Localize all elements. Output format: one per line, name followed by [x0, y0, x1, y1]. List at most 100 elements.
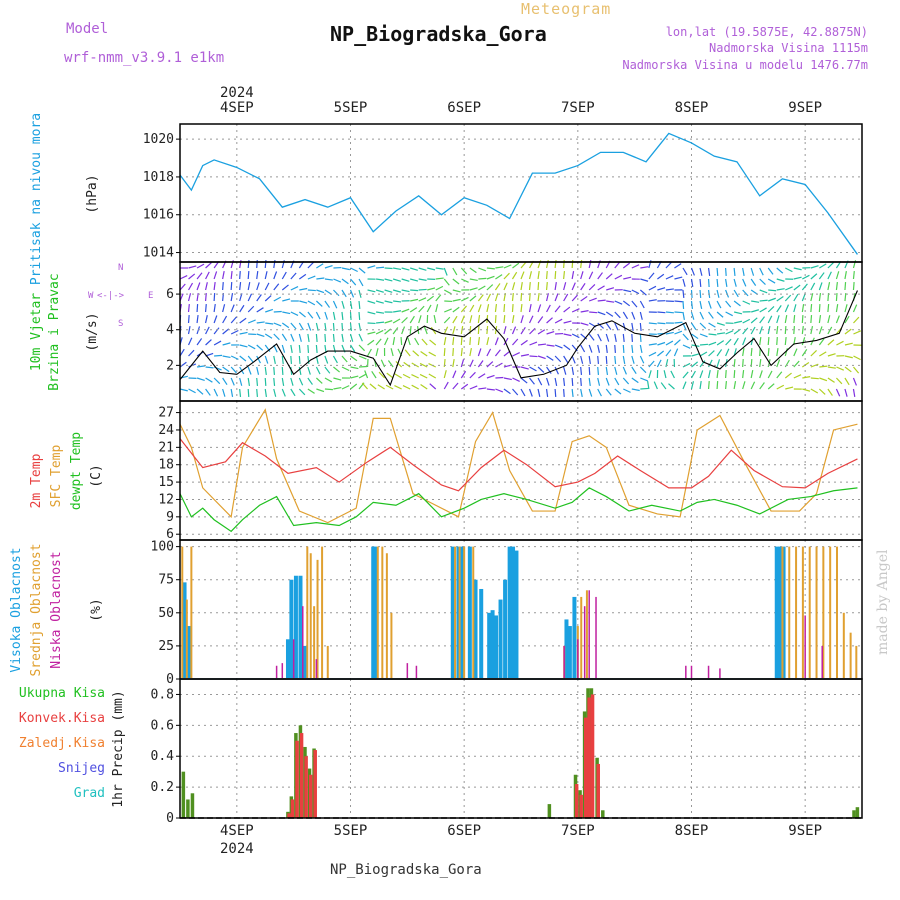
wind-vector [725, 330, 734, 335]
wind-vector [708, 341, 717, 346]
wind-vector [810, 388, 819, 394]
cloud-bar-0-9 [450, 546, 455, 678]
wind-vector [341, 333, 344, 342]
wind-vector [414, 337, 420, 346]
wind-vector [213, 315, 218, 324]
wind-vector [767, 306, 775, 313]
precip-bar-1-4 [304, 756, 308, 818]
wind-vector [349, 322, 352, 332]
mid-cloud-ylabel: Srednja Oblacnost [29, 543, 44, 676]
wind-vector [639, 322, 642, 332]
wind-vector [528, 315, 534, 324]
altitude-text: Nadmorska Visina 1115m [709, 41, 868, 55]
wind-vector [802, 376, 811, 379]
wind-vector [657, 273, 665, 280]
wind-vector [597, 299, 606, 302]
wind-vector [682, 311, 685, 320]
wind-vector [563, 320, 572, 324]
wind-vector [179, 275, 188, 280]
wind-vector [452, 267, 458, 276]
wind-vector [742, 369, 745, 379]
wind-vector [648, 322, 657, 325]
wind-vector [648, 299, 657, 302]
wind-vector [316, 388, 325, 393]
precip-bar-1-11 [590, 694, 595, 818]
wind-vector [281, 284, 289, 291]
wind-vector [247, 344, 256, 350]
wind-vector [443, 337, 447, 346]
wind-vector [665, 288, 674, 291]
wind-vector [452, 370, 457, 379]
wind-vector [648, 343, 657, 346]
cloud-bar-1-31 [849, 632, 852, 678]
bottom-date-label-5: 9SEP [788, 823, 822, 839]
wind-vector [222, 328, 230, 335]
wind-vector [639, 289, 647, 296]
wind-vector [708, 350, 715, 357]
cloud-bar-1-1 [185, 599, 188, 678]
wind-vector [818, 272, 825, 280]
cloud-ytick-label-2: 50 [158, 606, 174, 621]
wind-vector [402, 373, 411, 379]
cloud-bar-0-17 [493, 615, 498, 678]
cloud-bar-0-18 [498, 599, 503, 678]
wind-vector [273, 355, 276, 364]
wind-vector [699, 370, 704, 379]
wind-vector [597, 285, 605, 291]
wind-vector [443, 316, 451, 324]
wind-vector [435, 294, 442, 302]
wind-vector [819, 263, 827, 269]
wind-vector [205, 262, 212, 269]
wind-vector [222, 377, 228, 386]
wind-vector [358, 300, 361, 310]
wind-vector [452, 382, 459, 390]
wind-vector [776, 384, 785, 390]
wind-vector [512, 377, 520, 383]
wind-vector [239, 355, 247, 362]
cloud-bar-0-3 [289, 579, 294, 678]
cloud-bar-1-30 [842, 612, 845, 678]
compass-arrow-label: <-|-> [97, 291, 125, 301]
wind-vector [827, 377, 835, 383]
wind-vector [622, 262, 630, 269]
precip-legend-2: Zaledj.Kisa [19, 736, 105, 751]
wind-vector [494, 349, 501, 357]
wind-vector [298, 311, 306, 318]
wind-vector [256, 344, 264, 351]
wind-vector [571, 308, 580, 313]
wind-vector [315, 366, 321, 375]
wind-vector [597, 366, 600, 376]
wind-vector [751, 309, 760, 313]
wind-vector [537, 329, 546, 335]
compass-s-label: S [118, 319, 123, 329]
wind-vector [614, 311, 621, 319]
wind-vector [776, 296, 784, 302]
wind-vector [384, 328, 392, 335]
wind-vector [333, 366, 341, 373]
wind-vector [273, 283, 280, 291]
wind-vector [844, 292, 847, 302]
cloud-bar-2-8 [577, 639, 579, 678]
wind-vector [213, 271, 218, 280]
wind-vector [486, 348, 492, 357]
wind-vector [588, 297, 597, 302]
wind-vector [307, 300, 316, 306]
wind-vector [623, 388, 631, 393]
wind-vector [315, 322, 319, 331]
wind-vector [818, 314, 822, 324]
wind-vector [196, 272, 203, 280]
precip-bar-1-8 [579, 794, 583, 818]
wind-vector [367, 331, 376, 335]
wind-vector [733, 320, 743, 324]
wind-vector [486, 361, 494, 368]
wind-vector [793, 325, 796, 335]
cloud-bar-1-2 [190, 546, 193, 678]
wind-vector [648, 272, 655, 280]
wind-vector [386, 372, 394, 379]
wind-vector [179, 361, 187, 368]
wind-vector [393, 300, 402, 303]
wind-vector [647, 381, 650, 390]
wind-vector [827, 282, 831, 291]
cloud-bar-1-28 [829, 546, 832, 678]
wind-vector [784, 372, 792, 379]
